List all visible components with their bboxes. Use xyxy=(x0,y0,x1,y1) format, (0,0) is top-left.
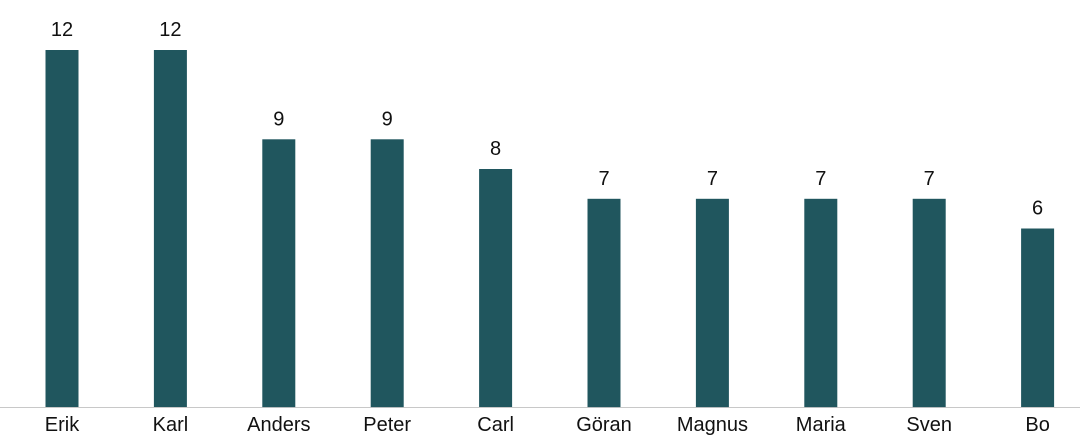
value-label-9: 6 xyxy=(1032,198,1043,220)
value-label-5: 7 xyxy=(598,168,609,190)
x-tick-label-7: Maria xyxy=(796,414,847,435)
x-tick-label-5: Göran xyxy=(576,414,632,435)
x-tick-labels-group: Erik Karl Anders Peter Carl Göran Magnus Maria S… xyxy=(45,414,1050,435)
bar-3 xyxy=(370,139,404,408)
x-tick-label-9: Bo xyxy=(1025,414,1049,435)
value-label-8: 7 xyxy=(924,168,935,190)
x-tick-label-1: Karl xyxy=(153,414,189,435)
value-label-3: 9 xyxy=(382,108,393,130)
bar-5 xyxy=(587,198,621,408)
value-label-7: 7 xyxy=(815,168,826,190)
bars-group xyxy=(45,50,1055,408)
value-label-0: 12 xyxy=(51,19,73,41)
bar-8 xyxy=(912,198,946,408)
x-tick-label-2: Anders xyxy=(247,414,310,435)
x-tick-label-3: Peter xyxy=(363,414,411,435)
value-label-1: 12 xyxy=(159,19,181,41)
x-tick-label-0: Erik xyxy=(45,414,80,435)
bar-7 xyxy=(804,198,838,408)
bar-2 xyxy=(262,139,296,408)
value-label-6: 7 xyxy=(707,168,718,190)
x-tick-label-6: Magnus xyxy=(677,414,748,435)
bar-4 xyxy=(479,169,513,407)
x-tick-label-8: Sven xyxy=(906,414,952,435)
bar-9 xyxy=(1021,228,1055,407)
value-label-4: 8 xyxy=(490,138,501,160)
x-tick-label-4: Carl xyxy=(477,414,514,435)
bar-0 xyxy=(45,50,79,407)
bar-1 xyxy=(153,50,187,407)
value-labels-group: 12 12 9 9 8 7 7 7 7 6 xyxy=(51,19,1043,220)
bar-6 xyxy=(695,198,729,408)
value-label-2: 9 xyxy=(273,108,284,130)
